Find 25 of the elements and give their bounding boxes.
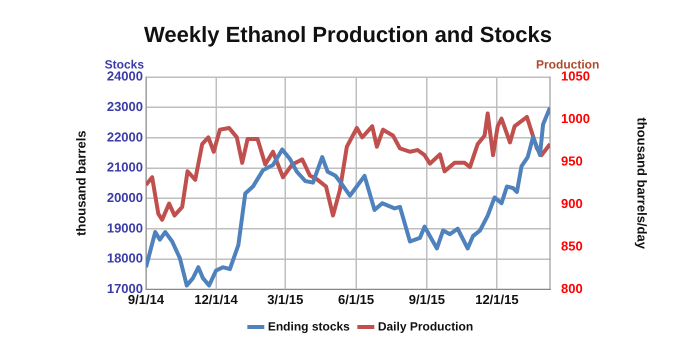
x-tick-label: 9/1/15 [408, 292, 445, 307]
x-tick-label: 6/1/15 [338, 292, 374, 307]
y2-tick-label: 950 [561, 154, 583, 169]
y-tick-label: 20000 [106, 190, 143, 205]
y-tick-label: 23000 [106, 98, 143, 114]
y2-axis-title: thousand barrels/day [634, 117, 650, 250]
y2-tick-label: 850 [561, 238, 583, 254]
y-tick-label: 24000 [106, 68, 143, 84]
y-tick-label: 21000 [106, 160, 143, 175]
y-tick-label: 22000 [106, 129, 143, 144]
y2-tick-label: 900 [561, 196, 583, 212]
y-tick-label: 18000 [106, 250, 143, 266]
x-tick-label: 12/1/15 [475, 292, 519, 307]
y2-tick-label: 800 [561, 280, 583, 296]
y-axis-title: thousand barrels [73, 130, 88, 236]
text: Stocks [104, 57, 144, 72]
x-tick-label: 12/1/14 [194, 292, 238, 307]
y2-tick-label: 1050 [561, 68, 590, 84]
y-tick-label: 19000 [106, 220, 143, 236]
legend-label: Daily Production [378, 319, 474, 334]
text: Production [536, 57, 600, 72]
chart-title: Weekly Ethanol Production and Stocks [144, 22, 552, 48]
legend-label: Ending stocks [268, 319, 350, 334]
x-tick-label: 3/1/15 [267, 292, 304, 307]
y2-tick-label: 1000 [561, 111, 590, 126]
